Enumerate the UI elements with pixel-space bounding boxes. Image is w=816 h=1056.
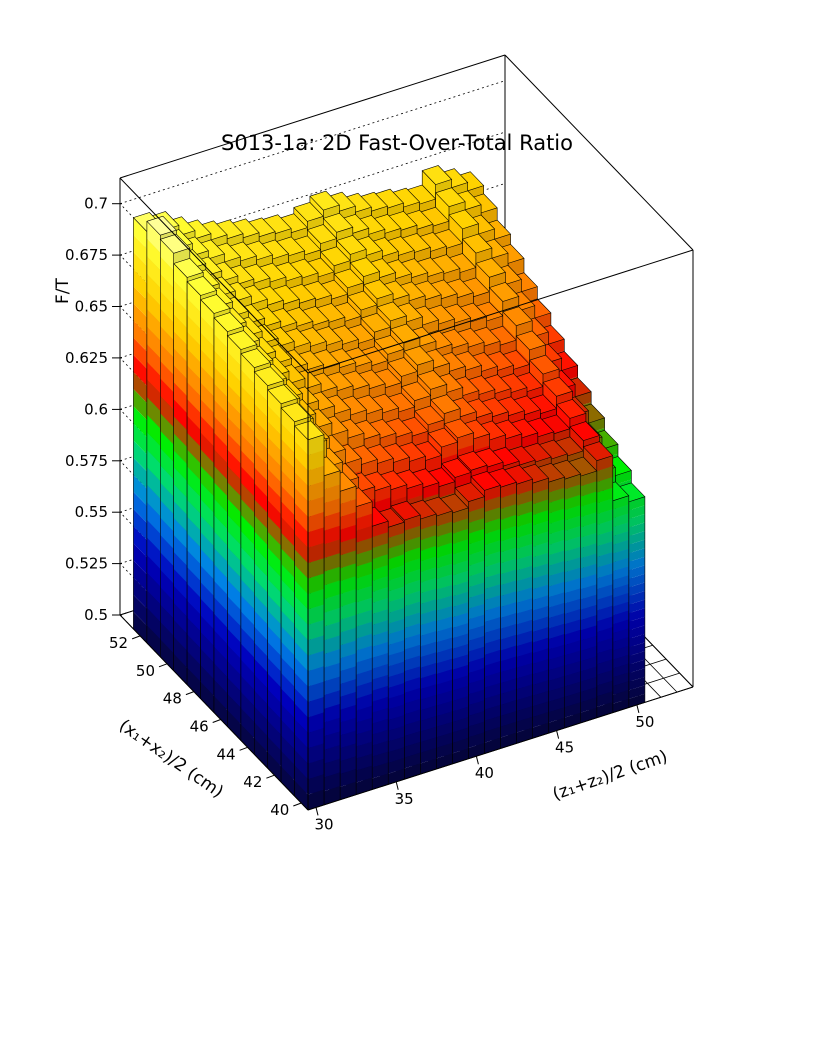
- z-tick-label: 0.6: [84, 400, 108, 418]
- z-tick-label: 0.625: [65, 349, 108, 367]
- bars-layer: [132, 165, 646, 810]
- y-tick-label: 35: [395, 790, 414, 808]
- bar: [294, 420, 325, 810]
- x-tick-label: 50: [136, 662, 155, 680]
- z-tick-label: 0.525: [65, 555, 108, 573]
- x-tick-label: 48: [163, 690, 182, 708]
- y-tick-label: 30: [314, 815, 333, 833]
- axes-box-front: [119, 177, 694, 811]
- tick-labels: 0.5 0.525 0.55 0.575 0.6 0.625 0.65 0.675 0.7 40 4…: [65, 195, 654, 834]
- y-tick-label: 45: [555, 739, 574, 757]
- x-tick-label: 46: [190, 718, 209, 736]
- x-tick-label: 40: [270, 801, 289, 819]
- y-tick-label: 50: [635, 713, 654, 731]
- x-tick-label: 44: [217, 745, 236, 763]
- z-tick-label: 0.65: [75, 298, 108, 316]
- z-tick-label: 0.575: [65, 452, 108, 470]
- z-tick-label: 0.55: [75, 503, 108, 521]
- x-tick-label: 42: [243, 773, 262, 791]
- x-axis-label: (x₁+x₂)/2 (cm): [115, 716, 227, 803]
- y-tick-label: 40: [475, 764, 494, 782]
- z-axis-label: F/T: [53, 277, 73, 304]
- chart-title: S013-1a: 2D Fast-Over-Total Ratio: [221, 131, 573, 155]
- z-tick-label: 0.7: [84, 195, 108, 213]
- z-tick-label: 0.5: [84, 606, 108, 624]
- x-tick-label: 52: [109, 634, 128, 652]
- z-tick-label: 0.675: [65, 246, 108, 264]
